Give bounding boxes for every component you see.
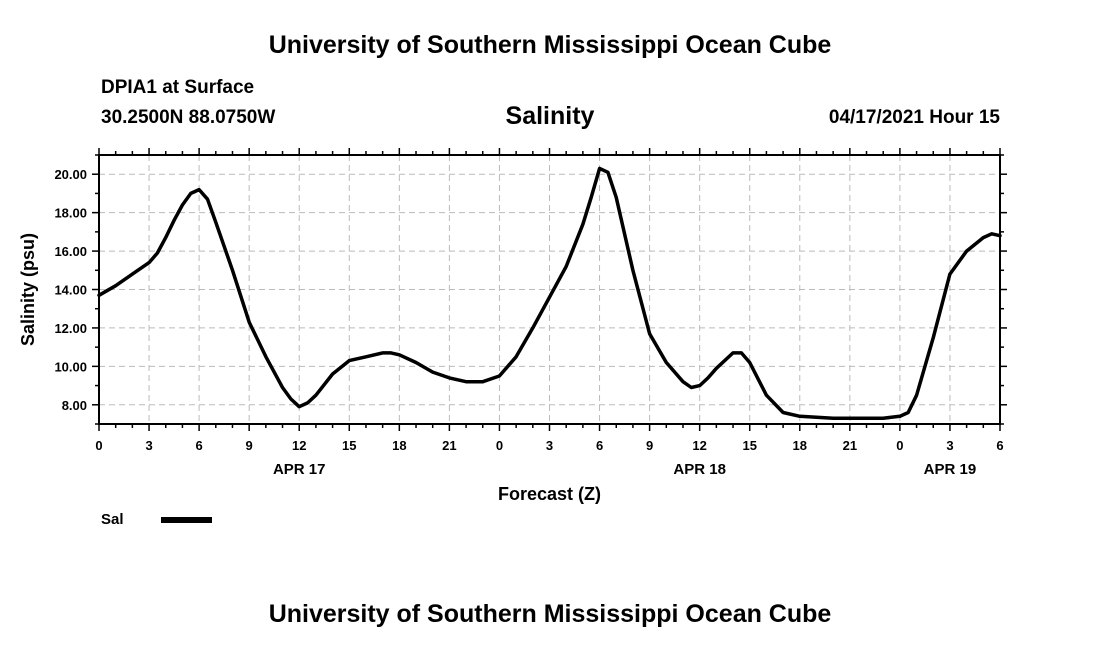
x-tick-label: 15 — [342, 438, 356, 453]
y-tick-label: 18.00 — [54, 206, 87, 221]
x-date-label: APR 19 — [924, 461, 977, 478]
x-tick-label: 9 — [246, 438, 253, 453]
x-tick-label: 3 — [946, 438, 953, 453]
chart-title: Salinity — [505, 102, 595, 130]
x-tick-label: 3 — [546, 438, 553, 453]
y-tick-label: 16.00 — [54, 244, 87, 259]
y-axis-label: Salinity (psu) — [18, 233, 38, 346]
legend-swatch — [161, 517, 212, 523]
x-tick-label: 6 — [195, 438, 202, 453]
y-tick-label: 10.00 — [54, 359, 87, 374]
y-tick-label: 20.00 — [54, 167, 87, 182]
page-title-bottom: University of Southern Mississippi Ocean… — [268, 600, 832, 628]
coordinates-label: 30.2500N 88.0750W — [101, 107, 276, 128]
x-date-label: APR 18 — [673, 461, 726, 478]
x-tick-label: 21 — [843, 438, 857, 453]
series-line-sal — [97, 166, 1002, 420]
x-tick-label: 18 — [793, 438, 807, 453]
station-label: DPIA1 at Surface — [101, 77, 255, 98]
x-tick-label: 21 — [442, 438, 456, 453]
page-title-top: University of Southern Mississippi Ocean… — [268, 31, 832, 59]
timestamp-label: 04/17/2021 Hour 15 — [828, 107, 1000, 128]
x-date-label: APR 17 — [273, 461, 326, 478]
x-tick-label: 15 — [742, 438, 756, 453]
x-tick-label: 6 — [596, 438, 603, 453]
x-axis-label: Forecast (Z) — [498, 484, 601, 504]
y-tick-label: 14.00 — [54, 283, 87, 298]
x-tick-label: 9 — [646, 438, 653, 453]
y-tick-label: 12.00 — [54, 321, 87, 336]
y-tick-label: 8.00 — [62, 398, 87, 413]
x-tick-label: 18 — [392, 438, 406, 453]
legend-label: Sal — [101, 511, 124, 528]
x-tick-label: 0 — [496, 438, 503, 453]
x-tick-label: 0 — [896, 438, 903, 453]
x-tick-label: 6 — [996, 438, 1003, 453]
x-tick-label: 12 — [292, 438, 306, 453]
x-tick-label: 12 — [692, 438, 706, 453]
x-tick-label: 0 — [95, 438, 102, 453]
x-tick-label: 3 — [145, 438, 152, 453]
